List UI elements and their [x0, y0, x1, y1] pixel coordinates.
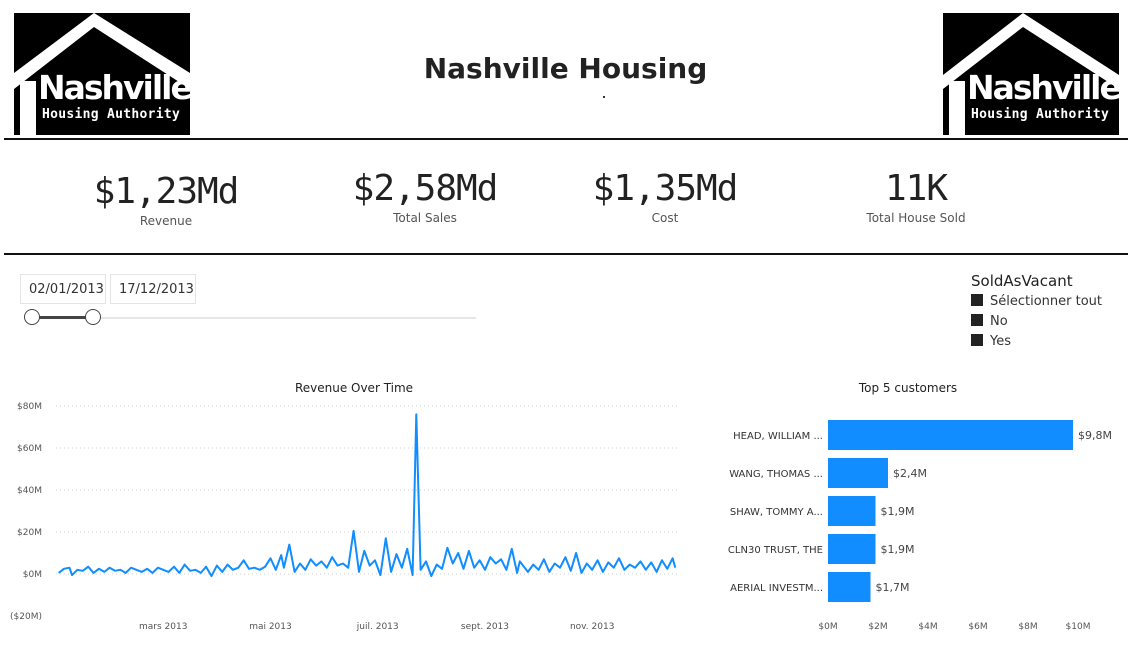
x-tick-label: $4M: [918, 622, 937, 632]
slicer-option-label: Yes: [990, 334, 1011, 349]
bar-value-label: $2,4M: [893, 467, 927, 480]
slicer-option-yes[interactable]: Yes: [971, 334, 1011, 349]
house-roof-icon: [943, 13, 1119, 135]
x-tick-label: $0M: [818, 622, 837, 632]
x-tick-label: mars 2013: [139, 622, 187, 632]
kpi-value: $1,35Md: [592, 168, 739, 209]
checkbox-icon[interactable]: [971, 334, 983, 346]
bar-value-label: $1,7M: [876, 581, 910, 594]
title-dot: [603, 96, 605, 98]
checkbox-icon[interactable]: [971, 294, 983, 306]
slicer-option-label: No: [990, 314, 1008, 329]
y-tick-label: $80M: [17, 402, 42, 412]
sold-as-vacant-title: SoldAsVacant: [971, 272, 1073, 290]
nashville-logo-left: Nashville Housing Authority: [14, 13, 193, 135]
date-slider-range: [32, 316, 93, 319]
customer-label: SHAW, TOMMY A...: [730, 507, 823, 518]
x-tick-label: mai 2013: [249, 622, 292, 632]
y-tick-label: $60M: [17, 444, 42, 454]
date-start-input[interactable]: 02/01/2013: [20, 274, 106, 304]
customer-bar: [828, 572, 871, 602]
customer-label: HEAD, WILLIAM ...: [733, 431, 823, 442]
header-divider: [4, 138, 1128, 140]
customer-label: AERIAL INVESTM...: [730, 583, 823, 594]
top-customers-chart[interactable]: HEAD, WILLIAM ... $9,8M WANG, THOMAS ... $2…: [700, 398, 1130, 648]
y-tick-label: $40M: [17, 486, 42, 496]
bar-chart-title: Top 5 customers: [858, 381, 958, 395]
kpi-label: Revenue: [139, 214, 193, 228]
logo-word: Nashville: [967, 68, 1122, 107]
bar-value-label: $1,9M: [881, 505, 915, 518]
kpi-revenue[interactable]: $1,23Md Revenue: [51, 170, 281, 228]
line-chart-title: Revenue Over Time: [294, 381, 414, 395]
page-title: Nashville Housing: [423, 52, 708, 85]
customer-bar: [828, 534, 876, 564]
bar-value-label: $9,8M: [1078, 429, 1112, 442]
x-tick-label: sept. 2013: [461, 622, 509, 632]
y-tick-label: $0M: [23, 570, 42, 580]
checkbox-icon[interactable]: [971, 314, 983, 326]
x-tick-label: $10M: [1066, 622, 1091, 632]
nashville-logo-right: Nashville Housing Authority: [943, 13, 1122, 135]
y-tick-label: ($20M): [10, 612, 42, 622]
x-tick-label: juil. 2013: [356, 622, 399, 632]
customer-bar: [828, 496, 876, 526]
logo-subtitle: Housing Authority: [42, 107, 181, 122]
slicer-option-no[interactable]: No: [971, 314, 1008, 329]
y-tick-label: $20M: [17, 528, 42, 538]
x-tick-label: nov. 2013: [570, 622, 614, 632]
date-slider-end-handle[interactable]: [85, 309, 101, 325]
customer-label: CLN30 TRUST, THE: [728, 545, 823, 556]
customer-bar: [828, 420, 1073, 450]
revenue-line: [58, 413, 677, 578]
kpi-total-house-sold[interactable]: 11K Total House Sold: [801, 167, 1031, 225]
bar-value-label: $1,9M: [881, 543, 915, 556]
logo-subtitle: Housing Authority: [971, 107, 1110, 122]
slicer-option-select-all[interactable]: Sélectionner tout: [971, 294, 1102, 309]
kpi-label: Cost: [651, 211, 679, 225]
customer-label: WANG, THOMAS ...: [729, 469, 823, 480]
kpi-label: Total Sales: [393, 211, 457, 225]
kpi-total-sales[interactable]: $2,58Md Total Sales: [310, 167, 540, 225]
kpi-value: $2,58Md: [352, 168, 499, 209]
kpi-value: $1,23Md: [93, 171, 240, 212]
x-tick-label: $6M: [968, 622, 987, 632]
kpi-value: 11K: [884, 168, 948, 209]
kpi-divider: [4, 253, 1128, 255]
x-tick-label: $2M: [868, 622, 887, 632]
logo-word: Nashville: [38, 68, 193, 107]
revenue-over-time-chart[interactable]: $80M $60M $40M $20M $0M ($20M) mars 2013 mai 20…: [0, 398, 680, 648]
slicer-option-label: Sélectionner tout: [990, 294, 1103, 309]
customer-bar: [828, 458, 888, 488]
kpi-cost[interactable]: $1,35Md Cost: [550, 167, 780, 225]
date-slider-start-handle[interactable]: [24, 309, 40, 325]
house-roof-icon: [14, 13, 190, 135]
date-end-input[interactable]: 17/12/2013: [110, 274, 196, 304]
kpi-label: Total House Sold: [866, 211, 966, 225]
date-slider-track[interactable]: [32, 317, 476, 319]
x-tick-label: $8M: [1018, 622, 1037, 632]
